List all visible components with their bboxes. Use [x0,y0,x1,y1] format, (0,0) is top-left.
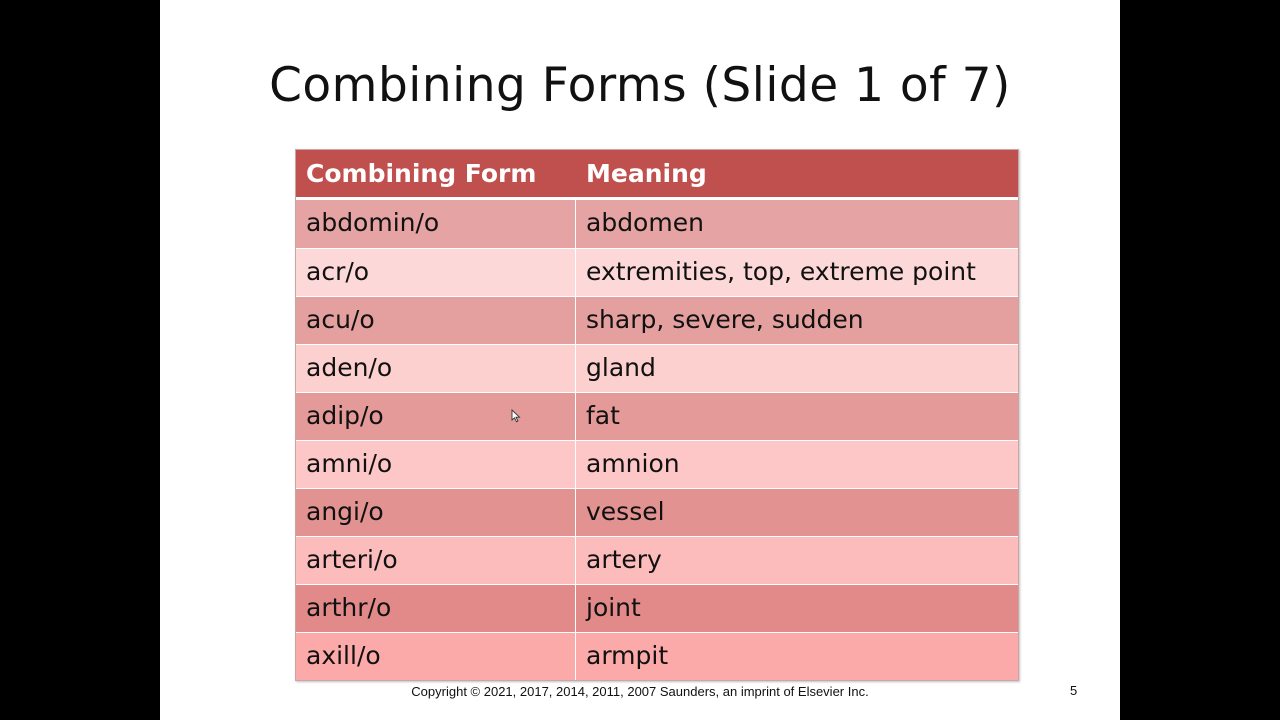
table-header: Combining Form Meaning [296,150,1018,200]
cell-combining-form: arthr/o [296,585,576,632]
cell-combining-form: abdomin/o [296,200,576,248]
cell-meaning: extremities, top, extreme point [586,257,976,286]
table-row: acr/o extremities, top, extreme point [296,248,1018,296]
cell-combining-form: arteri/o [296,537,576,584]
cell-meaning: amnion [586,449,680,478]
table-row: axill/o armpit [296,632,1018,680]
table-row: aden/o gland [296,344,1018,392]
cell-combining-form: aden/o [296,345,576,392]
table-row: arteri/o artery [296,536,1018,584]
table-row: abdomin/o abdomen [296,200,1018,248]
cell-meaning: abdomen [586,208,704,237]
header-meaning: Meaning [586,159,707,188]
cell-combining-form: adip/o [296,393,576,440]
cell-meaning: artery [586,545,662,574]
cell-meaning: joint [586,593,641,622]
table-row: angi/o vessel [296,488,1018,536]
cell-combining-form: axill/o [296,633,576,680]
cell-meaning: sharp, severe, sudden [586,305,864,334]
table-row: acu/o sharp, severe, sudden [296,296,1018,344]
cell-meaning: fat [586,401,620,430]
cell-meaning: armpit [586,641,669,670]
table-row: adip/o fat [296,392,1018,440]
cell-combining-form: amni/o [296,441,576,488]
cell-combining-form: angi/o [296,489,576,536]
table-row: amni/o amnion [296,440,1018,488]
header-combining-form: Combining Form [306,159,537,188]
mouse-pointer-icon [511,409,521,423]
copyright-footer: Copyright © 2021, 2017, 2014, 2011, 2007… [411,684,869,699]
combining-forms-table: Combining Form Meaning abdomin/o abdomen a… [295,149,1019,681]
slide-title: Combining Forms (Slide 1 of 7) [269,58,1011,113]
cell-meaning: gland [586,353,656,382]
cell-meaning: vessel [586,497,665,526]
cell-combining-form: acu/o [296,297,576,344]
cell-combining-form: acr/o [296,249,576,296]
slide: Combining Forms (Slide 1 of 7) Combining… [160,0,1120,720]
page-number: 5 [1070,683,1078,698]
table-row: arthr/o joint [296,584,1018,632]
table-body: abdomin/o abdomen acr/o extremities, top, e… [296,200,1018,680]
